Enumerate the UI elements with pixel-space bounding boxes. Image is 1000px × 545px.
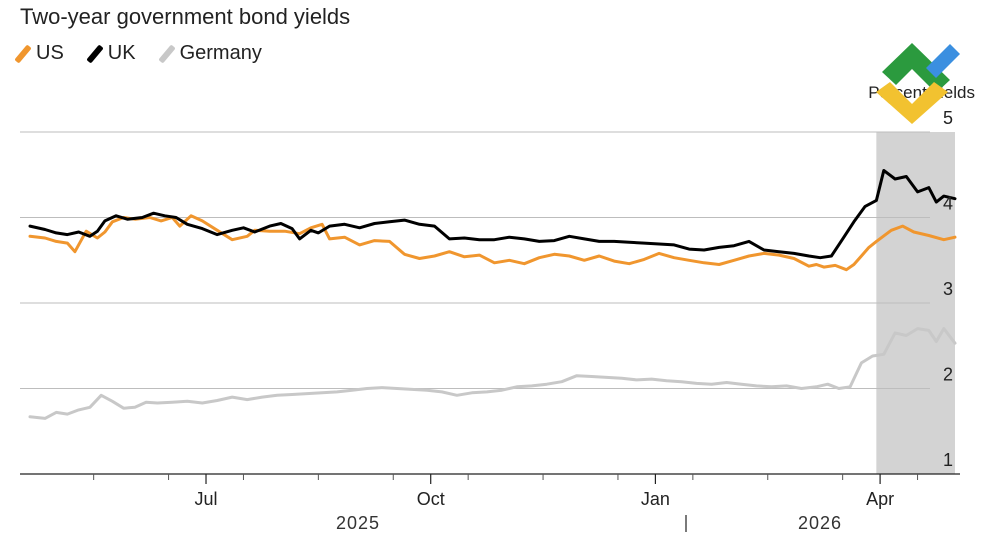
- legend-item-uk: UK: [86, 42, 136, 65]
- year-label-2025: 2025: [336, 513, 380, 533]
- y-tick-label-3: 3: [943, 279, 953, 299]
- y-tick-label-1: 1: [943, 450, 953, 470]
- brand-logo: [876, 43, 960, 124]
- x-tick-label-jul: Jul: [195, 489, 218, 509]
- logo-arrow-green: [882, 43, 950, 93]
- y-tick-label-4: 4: [943, 194, 953, 214]
- legend-item-us: US: [14, 42, 64, 65]
- legend-label-us: US: [36, 42, 64, 64]
- logo-chevron-yellow: [876, 82, 948, 124]
- legend-label-uk: UK: [107, 42, 136, 64]
- logo-arrow-blue: [926, 44, 960, 78]
- year-label-2026: 2026: [798, 513, 842, 533]
- y-tick-label-2: 2: [943, 365, 953, 385]
- series-line-uk: [28, 169, 957, 260]
- x-tick-label-jan: Jan: [641, 489, 670, 509]
- chart-title: Two-year government bond yields: [20, 4, 351, 29]
- legend-label-germany: Germany: [179, 42, 262, 64]
- x-tick-label-oct: Oct: [417, 489, 445, 509]
- legend-item-germany: Germany: [157, 42, 262, 65]
- series-line-us: [28, 214, 957, 272]
- x-tick-label-apr: Apr: [866, 489, 894, 509]
- series-line-germany: [28, 327, 957, 420]
- y-tick-label-5: 5: [943, 108, 953, 128]
- legend: US UK Germany: [14, 42, 262, 65]
